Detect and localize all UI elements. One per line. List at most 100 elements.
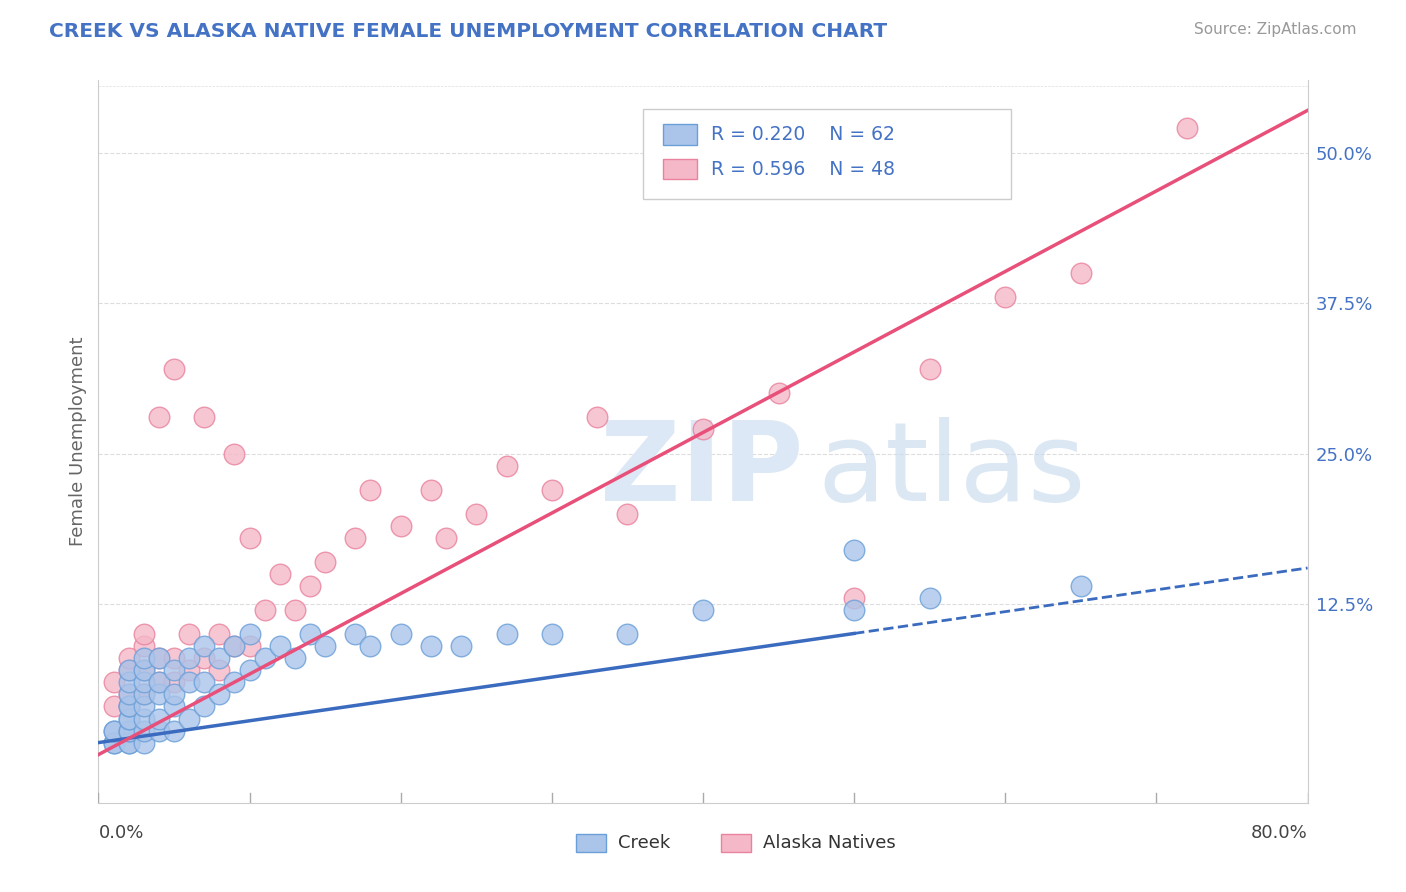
Point	[148, 651, 170, 665]
Point	[1070, 579, 1092, 593]
Point	[616, 507, 638, 521]
Point	[994, 290, 1017, 304]
Point	[148, 410, 170, 425]
Point	[344, 627, 367, 641]
Point	[179, 627, 201, 641]
Point	[118, 675, 141, 690]
Text: atlas: atlas	[818, 417, 1087, 524]
Point	[208, 664, 231, 678]
Point	[118, 699, 141, 714]
Y-axis label: Female Unemployment: Female Unemployment	[69, 337, 87, 546]
Point	[163, 687, 186, 701]
Point	[193, 699, 215, 714]
Point	[118, 699, 141, 714]
Point	[434, 531, 457, 545]
Point	[360, 639, 382, 653]
Point	[163, 362, 186, 376]
Point	[163, 723, 186, 738]
Point	[918, 362, 941, 376]
Point	[132, 735, 155, 749]
Point	[284, 651, 307, 665]
Point	[118, 735, 141, 749]
Point	[389, 519, 412, 533]
Point	[692, 603, 714, 617]
Point	[118, 687, 141, 701]
Point	[179, 712, 201, 726]
Point	[132, 675, 155, 690]
Point	[495, 458, 517, 473]
Point	[179, 664, 201, 678]
Point	[918, 591, 941, 606]
Point	[208, 651, 231, 665]
Point	[465, 507, 488, 521]
Point	[208, 687, 231, 701]
Text: CREEK VS ALASKA NATIVE FEMALE UNEMPLOYMENT CORRELATION CHART: CREEK VS ALASKA NATIVE FEMALE UNEMPLOYME…	[49, 22, 887, 41]
Point	[132, 664, 155, 678]
Bar	[664, 159, 697, 179]
Point	[103, 699, 125, 714]
Point	[118, 712, 141, 726]
Point	[148, 675, 170, 690]
Text: Alaska Natives: Alaska Natives	[763, 833, 896, 852]
Point	[148, 651, 170, 665]
Text: R = 0.596    N = 48: R = 0.596 N = 48	[711, 160, 896, 178]
Point	[103, 735, 125, 749]
Point	[193, 675, 215, 690]
FancyBboxPatch shape	[643, 109, 1011, 200]
Text: 0.0%: 0.0%	[98, 824, 143, 842]
Point	[118, 735, 141, 749]
Point	[224, 639, 246, 653]
Point	[118, 651, 141, 665]
Point	[132, 639, 155, 653]
Point	[253, 603, 276, 617]
Bar	[721, 833, 751, 852]
Point	[193, 639, 215, 653]
Point	[118, 699, 141, 714]
Point	[692, 423, 714, 437]
Text: 80.0%: 80.0%	[1251, 824, 1308, 842]
Point	[118, 723, 141, 738]
Point	[450, 639, 472, 653]
Point	[239, 639, 262, 653]
Point	[314, 639, 336, 653]
Point	[163, 651, 186, 665]
Point	[844, 542, 866, 557]
Point	[103, 735, 125, 749]
Point	[163, 675, 186, 690]
Point	[132, 651, 155, 665]
Point	[103, 675, 125, 690]
Point	[224, 675, 246, 690]
Point	[148, 712, 170, 726]
Point	[284, 603, 307, 617]
Point	[420, 639, 443, 653]
Point	[179, 651, 201, 665]
Point	[269, 567, 291, 582]
Point	[132, 712, 155, 726]
Point	[148, 687, 170, 701]
Point	[132, 687, 155, 701]
Point	[103, 723, 125, 738]
Point	[103, 723, 125, 738]
Point	[360, 483, 382, 497]
Point	[224, 639, 246, 653]
Point	[239, 627, 262, 641]
Text: R = 0.220    N = 62: R = 0.220 N = 62	[711, 125, 896, 144]
Point	[118, 712, 141, 726]
Point	[420, 483, 443, 497]
Point	[768, 386, 790, 401]
Text: ZIP: ZIP	[600, 417, 804, 524]
Point	[132, 687, 155, 701]
Point	[616, 627, 638, 641]
Text: Source: ZipAtlas.com: Source: ZipAtlas.com	[1194, 22, 1357, 37]
Point	[253, 651, 276, 665]
Point	[239, 664, 262, 678]
Point	[132, 723, 155, 738]
Point	[844, 603, 866, 617]
Point	[132, 664, 155, 678]
Point	[118, 664, 141, 678]
Point	[495, 627, 517, 641]
Point	[179, 675, 201, 690]
Point	[193, 651, 215, 665]
Point	[163, 699, 186, 714]
Point	[844, 591, 866, 606]
